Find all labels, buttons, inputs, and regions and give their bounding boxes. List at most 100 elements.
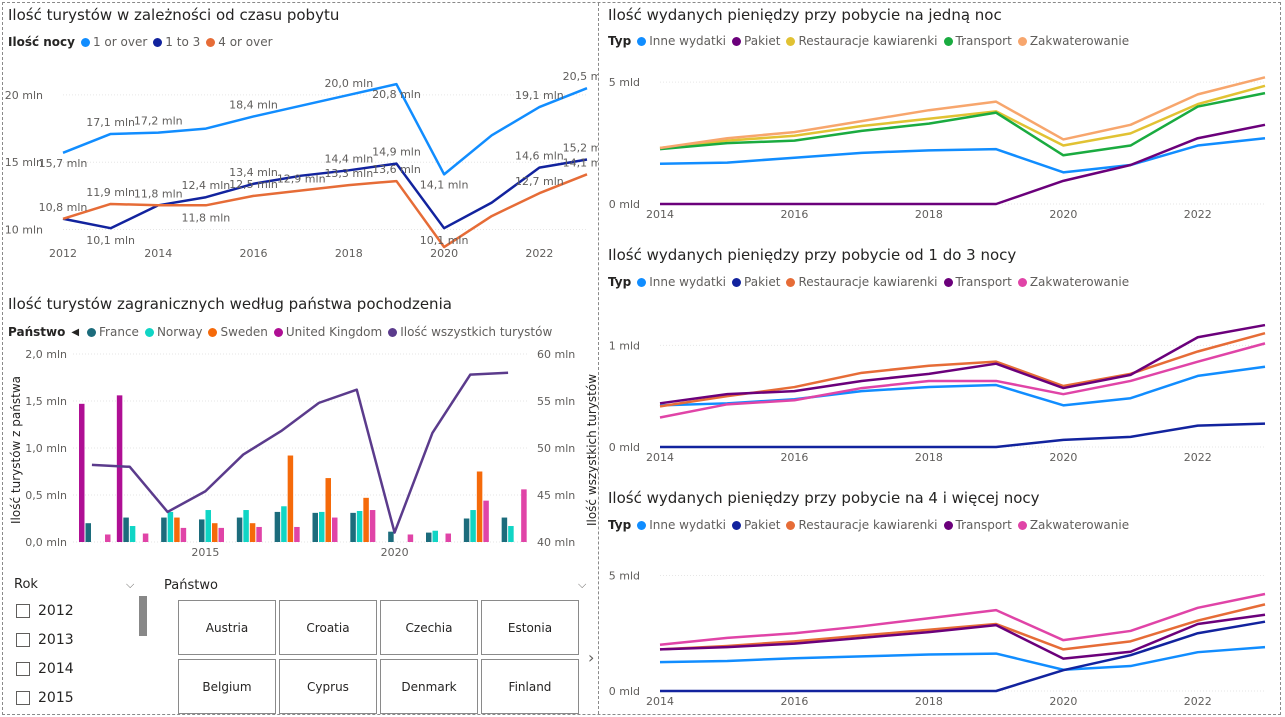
- legend-item[interactable]: Transport: [943, 518, 1012, 532]
- legend-item[interactable]: Restauracje kawiarenki: [786, 518, 938, 532]
- chevron-down-icon[interactable]: ⌵: [578, 578, 587, 591]
- chart-title-one-night: Ilość wydanych pieniędzy przy pobycie na…: [608, 6, 1002, 24]
- legend-dot-icon: [786, 36, 796, 46]
- data-label: 17,2 mln: [134, 115, 183, 128]
- chart-title-stay-duration: Ilość turystów w zależności od czasu pob…: [8, 6, 340, 24]
- chart-1-3-nights-spending: 0 mld 1 mld 2014 2016 2018 2020 2022: [609, 323, 1266, 464]
- legend-label: Inne wydatki: [649, 518, 727, 532]
- legend-item[interactable]: Ilość wszystkich turystów: [388, 325, 552, 339]
- chevron-right-icon[interactable]: ›: [588, 648, 595, 667]
- chart-title-foreign-tourists: Ilość turystów zagranicznych według pańs…: [8, 295, 452, 313]
- bar: [369, 510, 376, 542]
- chevron-down-icon[interactable]: ⌵: [126, 578, 135, 591]
- legend-label: Restauracje kawiarenki: [798, 34, 938, 48]
- chart-foreign-tourists: 0,0 mln 0,5 mln 1,0 mln 1,5 mln 2,0 mln 40 ml…: [9, 348, 598, 559]
- legend-item[interactable]: Inne wydatki: [637, 518, 726, 532]
- legend-item[interactable]: 1 to 3: [153, 35, 200, 49]
- data-label: 10,8 mln: [39, 201, 88, 214]
- legend-label: Sweden: [220, 325, 268, 339]
- series-line: [659, 84, 1266, 150]
- y-tick-label: 10 mln: [5, 224, 43, 237]
- country-tile[interactable]: Croatia: [279, 600, 377, 655]
- legend-dot-icon: [208, 327, 218, 337]
- legend-item[interactable]: United Kingdom: [273, 325, 383, 339]
- legend-item[interactable]: Pakiet: [732, 518, 780, 532]
- legend-item[interactable]: Zakwaterowanie: [1017, 34, 1129, 48]
- checkbox[interactable]: [16, 633, 30, 647]
- legend-label: Zakwaterowanie: [1029, 275, 1130, 289]
- data-label: 13,6 mln: [372, 163, 421, 176]
- x-tick-label: 2016: [240, 247, 268, 260]
- checkbox[interactable]: [16, 604, 30, 618]
- bar: [256, 526, 262, 542]
- legend-stay-duration: Ilość nocy 1 or over 1 to 3 4 or over: [8, 35, 279, 49]
- legend-item[interactable]: Norway: [144, 325, 202, 339]
- bar: [79, 403, 85, 542]
- data-label: 20,0 mln: [324, 77, 373, 90]
- legend-dot-icon: [388, 327, 398, 337]
- checkbox[interactable]: [16, 691, 30, 705]
- legend-item[interactable]: Pakiet: [732, 275, 780, 289]
- country-tile[interactable]: Finland: [481, 659, 579, 714]
- legend-label: United Kingdom: [285, 325, 383, 339]
- legend-item[interactable]: 4 or over: [206, 35, 273, 49]
- legend-item[interactable]: Sweden: [208, 325, 268, 339]
- legend-item[interactable]: Inne wydatki: [637, 275, 726, 289]
- legend-dot-icon: [786, 520, 796, 530]
- bar: [463, 518, 470, 542]
- rok-option[interactable]: 2015: [16, 690, 74, 706]
- legend-item[interactable]: Transport: [943, 275, 1012, 289]
- bar: [249, 523, 256, 542]
- rok-option[interactable]: 2013: [16, 632, 74, 648]
- country-tile[interactable]: Austria: [178, 600, 276, 655]
- legend-item[interactable]: France: [87, 325, 139, 339]
- data-label: 14,1 mln: [563, 156, 598, 169]
- legend-label: Zakwaterowanie: [1029, 518, 1130, 532]
- rok-option-label: 2014: [38, 661, 74, 677]
- legend-dot-icon: [637, 36, 647, 46]
- bar: [174, 517, 180, 542]
- legend-item[interactable]: Transport: [943, 34, 1012, 48]
- country-tile[interactable]: Estonia: [481, 600, 579, 655]
- x-tick-label: 2020: [430, 247, 458, 260]
- bar: [432, 530, 438, 542]
- legend-item[interactable]: 1 or over: [80, 35, 147, 49]
- bar: [218, 527, 224, 542]
- chart-4-plus-nights-spending: 0 mld 5 mld 2014 2016 2018 2020 2022: [609, 569, 1266, 708]
- legend-item[interactable]: Zakwaterowanie: [1017, 275, 1130, 289]
- country-tile[interactable]: Denmark: [380, 659, 478, 714]
- legend-title: Państwo: [8, 325, 66, 339]
- data-label: 14,9 mln: [372, 146, 421, 159]
- legend-label: Restauracje kawiarenki: [798, 518, 938, 532]
- y-left-axis-title: Ilość turystów z państwa: [9, 376, 23, 524]
- legend-item[interactable]: Restauracje kawiarenki: [786, 34, 938, 48]
- series-line: [659, 613, 1266, 660]
- country-tile[interactable]: Cyprus: [279, 659, 377, 714]
- bar: [388, 531, 394, 542]
- rok-option[interactable]: 2012: [16, 603, 74, 619]
- legend-item[interactable]: Inne wydatki: [637, 34, 726, 48]
- y-right-axis-title: Ilość wszystkich turystów: [585, 374, 598, 526]
- series-line: [659, 136, 1266, 174]
- legend-dot-icon: [943, 277, 953, 287]
- bar: [167, 511, 174, 542]
- legend-item[interactable]: Pakiet: [732, 34, 780, 48]
- y-left-tick-label: 0,0 mln: [25, 536, 67, 549]
- country-tile[interactable]: Czechia: [380, 600, 478, 655]
- data-label: 19,1 mln: [515, 89, 564, 102]
- legend-title: Typ: [608, 34, 632, 48]
- legend-item[interactable]: Zakwaterowanie: [1017, 518, 1130, 532]
- rok-option[interactable]: 2014: [16, 661, 74, 677]
- legend-item[interactable]: Restauracje kawiarenki: [786, 275, 938, 289]
- bar: [501, 517, 508, 542]
- x-tick-label: 2020: [1049, 695, 1077, 708]
- legend-title: Ilość nocy: [8, 35, 75, 49]
- chart-one-night-spending: 0 mld 5 mld 2014 2016 2018 2020 2022: [609, 76, 1266, 221]
- checkbox[interactable]: [16, 662, 30, 676]
- legend-label: Transport: [955, 518, 1012, 532]
- slicer-scrollbar[interactable]: [139, 596, 147, 636]
- country-tile[interactable]: Belgium: [178, 659, 276, 714]
- legend-prev-arrow-icon[interactable]: ◀: [71, 326, 80, 338]
- x-tick-label: 2022: [525, 247, 553, 260]
- data-label: 20,8 mln: [372, 88, 421, 101]
